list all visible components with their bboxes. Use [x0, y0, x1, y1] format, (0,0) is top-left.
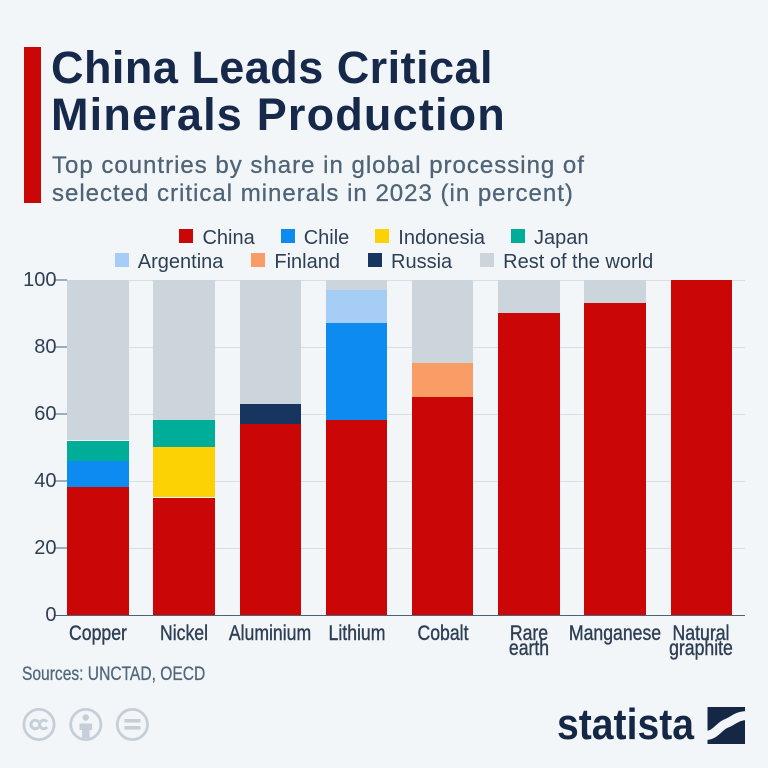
svg-text:statista: statista — [557, 700, 694, 749]
